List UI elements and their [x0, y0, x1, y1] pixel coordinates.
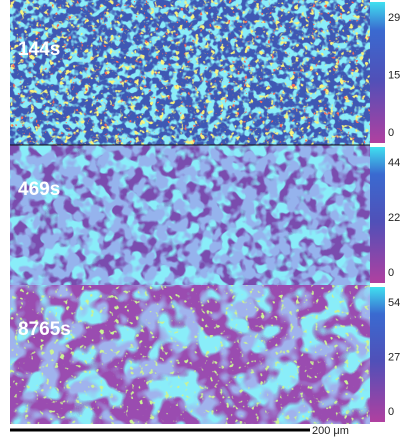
scale-bar-label: 200 μm	[312, 425, 349, 437]
colorbar	[370, 147, 385, 283]
panel-label: 144s	[18, 39, 60, 60]
colorbar-tick-label: 0	[388, 127, 394, 139]
texture-layer	[10, 145, 370, 285]
colorbar	[370, 2, 385, 143]
colorbar-tick-label: 27	[388, 351, 400, 363]
texture-layer	[10, 0, 370, 145]
panel-label: 8765s	[18, 319, 71, 340]
colorbar-tick-label: 0	[388, 406, 394, 418]
texture-layer	[10, 285, 370, 424]
colorbar-tick-label: 54	[388, 297, 400, 309]
colorbar-tick-label: 44	[388, 157, 400, 169]
colorbar	[370, 287, 385, 422]
colorbar-tick-label: 15	[388, 69, 400, 81]
panel-label: 469s	[18, 179, 60, 200]
colorbar-tick-label: 22	[388, 212, 400, 224]
colorbar-tick-label: 0	[388, 267, 394, 279]
colorbar-tick-label: 29	[388, 12, 400, 24]
